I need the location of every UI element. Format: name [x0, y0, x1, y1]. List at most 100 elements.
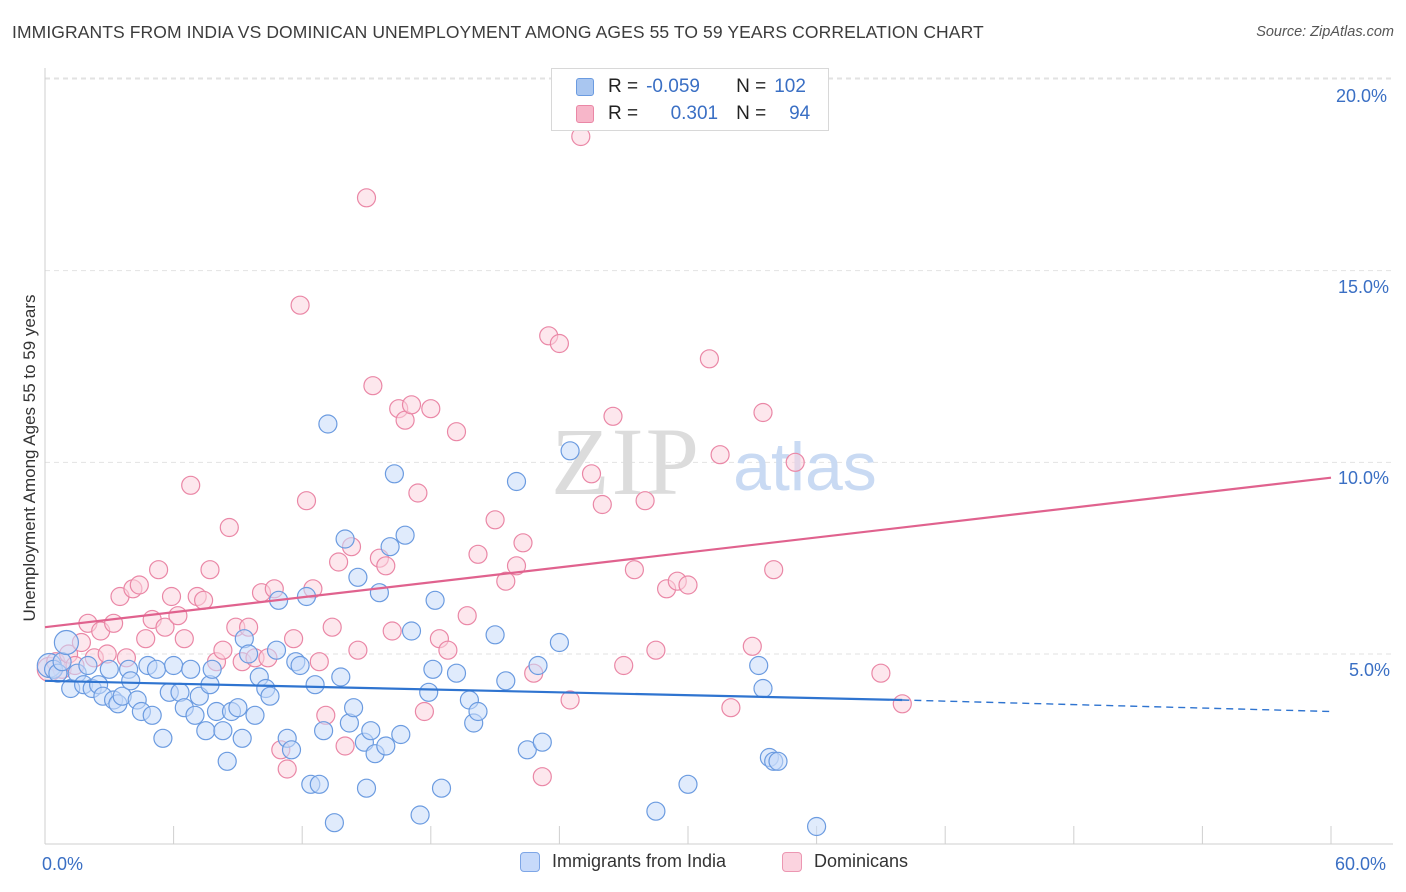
- dominican-point: [614, 655, 634, 676]
- india-point: [768, 751, 788, 771]
- india-point: [517, 740, 537, 760]
- dominican-point: [194, 590, 214, 610]
- india-point: [121, 671, 141, 691]
- series-legend-india[interactable]: Immigrants from India: [520, 851, 726, 872]
- india-point: [213, 721, 233, 741]
- india-point: [410, 805, 430, 825]
- dominican-point: [764, 560, 784, 580]
- y-tick-20: 20.0%: [1336, 86, 1388, 106]
- dominican-point: [181, 475, 201, 495]
- dominican-point: [401, 395, 422, 415]
- dominican-point: [363, 376, 383, 396]
- dominican-point: [149, 560, 169, 580]
- dominican-point: [635, 491, 655, 511]
- y-axis-label: Unemployment Among Ages 55 to 59 years: [20, 294, 39, 622]
- dominican-point: [742, 636, 762, 656]
- series-legend-dominicans[interactable]: Dominicans: [782, 851, 908, 872]
- y-tick-15: 15.0%: [1338, 277, 1390, 297]
- india-point: [678, 774, 698, 794]
- dominican-point: [871, 663, 891, 683]
- dominican-point: [309, 652, 329, 672]
- dominican-point: [721, 698, 741, 718]
- india-point: [425, 590, 445, 610]
- india-point: [53, 629, 80, 656]
- india-point: [344, 698, 364, 718]
- india-point: [266, 640, 287, 660]
- india-point: [646, 801, 666, 821]
- india-point: [446, 663, 467, 683]
- dominican-point: [322, 617, 342, 637]
- india-point: [202, 659, 222, 679]
- india-point: [356, 778, 377, 798]
- dominican-point: [155, 617, 175, 637]
- dominican-point: [129, 575, 149, 595]
- legend-n-value: 102: [774, 76, 806, 97]
- dominican-point: [296, 491, 317, 511]
- legend-swatch-dominicans: [576, 105, 594, 123]
- dominican-point: [699, 349, 720, 369]
- dominican-point: [581, 464, 602, 484]
- series-legend: Immigrants from India Dominicans: [0, 851, 1406, 877]
- india-point: [485, 625, 505, 645]
- legend-row-india: R = -0.059 N = 102: [576, 75, 806, 99]
- dominican-point: [103, 613, 124, 633]
- india-point: [318, 414, 338, 434]
- dominican-point: [168, 606, 188, 626]
- series-swatch-india: [520, 851, 540, 872]
- source-label[interactable]: Source: ZipAtlas.com: [1256, 24, 1394, 40]
- legend-swatch-india: [576, 78, 594, 96]
- dominican-point: [678, 575, 698, 595]
- india-point: [153, 728, 173, 748]
- india-point: [496, 671, 516, 691]
- dominican-point: [532, 767, 552, 787]
- watermark-atlas: atlas: [733, 429, 877, 505]
- dominican-point: [753, 402, 773, 423]
- dominican-point: [219, 517, 239, 538]
- legend-r-value: 0.301: [670, 103, 719, 124]
- india-point: [528, 655, 548, 676]
- dominican-point: [356, 188, 377, 208]
- y-tick-5: 5.0%: [1349, 660, 1391, 680]
- series-label-india: Immigrants from India: [552, 851, 727, 871]
- dominican-point: [376, 556, 396, 576]
- dominican-point: [382, 621, 402, 641]
- dominican-point: [348, 640, 368, 660]
- dominican-point: [335, 736, 355, 756]
- dominican-point: [549, 333, 570, 354]
- india-point: [560, 441, 580, 461]
- india-point: [331, 667, 351, 687]
- india-point: [164, 655, 184, 676]
- india-point: [384, 464, 404, 484]
- dominican-trend-line: [44, 476, 1332, 629]
- dominican-point: [136, 629, 156, 649]
- india-point: [314, 721, 334, 741]
- india-point: [142, 705, 162, 725]
- dominican-point: [710, 445, 730, 465]
- grid-lines: [45, 77, 1393, 655]
- india-trend-extension: [902, 699, 1332, 713]
- dominican-point: [438, 640, 458, 660]
- india-point: [549, 632, 570, 653]
- india-point: [506, 471, 527, 492]
- india-point: [335, 529, 355, 549]
- india-point: [348, 567, 368, 587]
- dominican-point: [603, 406, 623, 426]
- india-point: [232, 728, 252, 748]
- x-tick-min: 0.0%: [42, 854, 84, 874]
- dominican-point: [421, 399, 441, 419]
- dominican-point: [290, 295, 310, 315]
- india-point: [185, 705, 205, 725]
- dominican-point: [408, 483, 428, 503]
- india-point: [309, 774, 329, 794]
- dominican-point: [161, 586, 182, 607]
- india-point: [532, 732, 552, 752]
- legend-n-label: N =: [736, 76, 767, 97]
- india-point: [391, 724, 411, 745]
- india-point: [749, 655, 769, 676]
- india-point: [395, 525, 415, 545]
- dominican-point: [213, 640, 233, 660]
- dominican-point: [892, 694, 912, 714]
- dominican-point: [174, 629, 194, 649]
- india-point: [369, 583, 389, 603]
- dominican-point: [592, 494, 612, 515]
